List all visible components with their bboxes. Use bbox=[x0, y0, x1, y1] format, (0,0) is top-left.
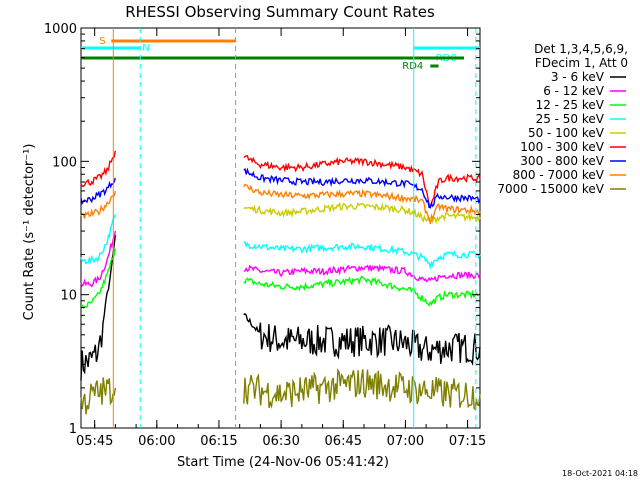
series-line-7000-15000-kev bbox=[80, 377, 117, 415]
x-axis-label: Start Time (24-Nov-06 05:41:42) bbox=[177, 455, 389, 470]
legend-entry: 100 - 300 keV bbox=[520, 140, 604, 154]
series-line-50-100-kev bbox=[243, 201, 481, 225]
timestamp: 18-Oct-2021 04:18 bbox=[562, 469, 638, 478]
series-line-100-300-kev bbox=[80, 150, 117, 188]
series-line-3-6-kev bbox=[80, 234, 117, 381]
legend-entry: 6 - 12 keV bbox=[543, 84, 605, 98]
plot-area bbox=[80, 27, 481, 429]
legend-header: Det 1,3,4,5,6,9, bbox=[534, 42, 628, 56]
x-tick-label: 06:45 bbox=[325, 434, 362, 449]
vertical-markers bbox=[112, 28, 477, 428]
y-tick-label: 100 bbox=[52, 155, 77, 170]
x-tick-label: 05:45 bbox=[76, 434, 113, 449]
series-line-3-6-kev bbox=[243, 312, 481, 367]
legend-entry: 7000 - 15000 keV bbox=[497, 182, 604, 196]
y-tick-label: 1 bbox=[69, 422, 77, 437]
x-tick-label: 06:15 bbox=[200, 434, 237, 449]
legend: Det 1,3,4,5,6,9,FDecim 1, Att 03 - 6 keV… bbox=[497, 42, 628, 196]
series-line-6-12-kev bbox=[80, 230, 117, 288]
chart-title: RHESSI Observing Summary Count Rates bbox=[125, 3, 435, 21]
legend-entry: 25 - 50 keV bbox=[536, 112, 605, 126]
observing-flags: SNRD0RD4 bbox=[81, 36, 480, 72]
series-line-12-25-kev bbox=[80, 248, 117, 310]
legend-entry: 300 - 800 keV bbox=[520, 154, 604, 168]
x-tick-label: 06:00 bbox=[138, 434, 175, 449]
legend-entry: 50 - 100 keV bbox=[528, 126, 605, 140]
series-line-100-300-kev bbox=[243, 155, 481, 209]
x-tick-label: 07:15 bbox=[449, 434, 486, 449]
y-tick-label: 1000 bbox=[44, 22, 77, 37]
flag-label-s: S bbox=[99, 36, 105, 47]
series-line-25-50-kev bbox=[80, 214, 117, 265]
series-line-800-7000-kev bbox=[80, 190, 117, 219]
y-axis-label: Count Rate (s⁻¹ detector⁻¹) bbox=[22, 144, 37, 321]
series-line-800-7000-kev bbox=[243, 183, 481, 224]
x-tick-label: 06:30 bbox=[262, 434, 299, 449]
series-lines bbox=[80, 150, 481, 415]
y-tick-label: 10 bbox=[60, 289, 77, 304]
legend-entry: 800 - 7000 keV bbox=[513, 168, 605, 182]
series-line-300-800-kev bbox=[80, 177, 117, 206]
flag-label-n: N bbox=[142, 43, 149, 54]
series-line-12-25-kev bbox=[243, 275, 481, 307]
legend-entry: 12 - 25 keV bbox=[536, 98, 605, 112]
series-line-25-50-kev bbox=[243, 240, 481, 270]
plot-frame bbox=[80, 27, 481, 429]
series-line-7000-15000-kev bbox=[243, 367, 481, 412]
series-line-300-800-kev bbox=[243, 167, 481, 209]
x-tick-label: 07:00 bbox=[387, 434, 424, 449]
axes: 05:45 06:00 06:15 06:30 06:45 07:00 07:15 1 10 10… bbox=[44, 22, 486, 449]
legend-entry: 3 - 6 keV bbox=[551, 70, 605, 84]
flag-label-rd4: RD4 bbox=[402, 61, 423, 72]
series-line-6-12-kev bbox=[243, 263, 481, 283]
legend-header: FDecim 1, Att 0 bbox=[535, 56, 628, 70]
